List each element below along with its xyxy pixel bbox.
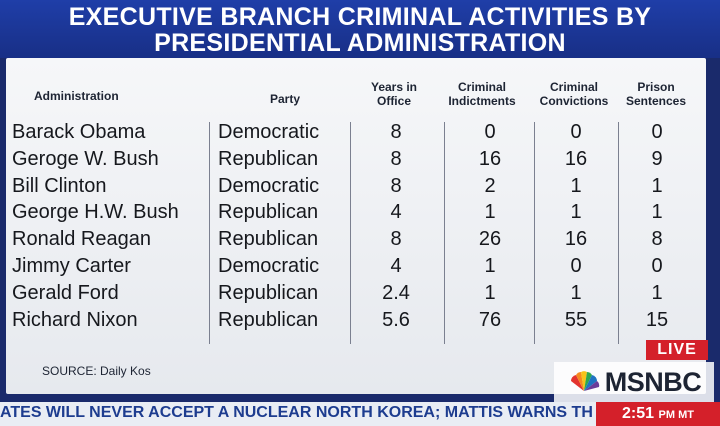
cell-party: Republican — [218, 228, 319, 251]
cell-convictions: 16 — [564, 147, 588, 170]
network-logo: LIVE MSNBC — [554, 340, 714, 402]
cell-convictions: 55 — [564, 308, 588, 331]
column-divider — [618, 122, 619, 344]
header-convictions: Criminal Convictions — [539, 80, 609, 108]
cell-administration: Ronald Reagan — [12, 228, 151, 251]
cell-convictions: 0 — [570, 255, 582, 277]
header-indictments: Criminal Indictments — [448, 80, 516, 108]
live-badge: LIVE — [646, 340, 708, 360]
ticker-clock: 2:51 PM MT — [596, 402, 720, 426]
network-name: MSNBC — [604, 366, 702, 397]
cell-party: Democratic — [218, 121, 320, 143]
cell-years: 5.6 — [382, 308, 410, 331]
column-divider — [350, 122, 351, 344]
cell-convictions: 0 — [570, 121, 582, 143]
news-ticker: ATES WILL NEVER ACCEPT A NUCLEAR NORTH K… — [0, 402, 720, 426]
cell-indictments: 1 — [484, 201, 496, 224]
cell-sentences: 1 — [651, 281, 663, 304]
column-divider — [534, 122, 535, 344]
cell-sentences: 0 — [651, 121, 663, 143]
cell-years: 4 — [390, 255, 402, 277]
cell-indictments: 2 — [484, 174, 496, 197]
column-divider — [444, 122, 445, 344]
cell-sentences: 1 — [651, 174, 663, 197]
cell-administration: Richard Nixon — [12, 308, 138, 331]
column-divider — [209, 122, 210, 344]
header-years: Years in Office — [370, 80, 418, 108]
cell-administration: Bill Clinton — [12, 174, 107, 197]
ticker-zone: PM MT — [658, 409, 694, 421]
cell-party: Republican — [218, 281, 319, 304]
cell-party: Republican — [218, 308, 319, 331]
cell-convictions: 1 — [570, 201, 582, 224]
cell-years: 4 — [390, 201, 402, 224]
cell-administration: Jimmy Carter — [12, 255, 131, 277]
cell-convictions: 16 — [564, 228, 588, 251]
cell-sentences: 0 — [651, 255, 663, 277]
msnbc-logo: MSNBC — [554, 362, 714, 402]
header-party: Party — [269, 92, 301, 106]
cell-administration: Barack Obama — [12, 121, 146, 143]
cell-party: Republican — [218, 201, 319, 224]
cell-sentences: 15 — [645, 308, 669, 331]
cell-convictions: 1 — [570, 174, 582, 197]
cell-indictments: 26 — [478, 228, 502, 251]
cell-party: Republican — [218, 147, 319, 170]
title-line-2: PRESIDENTIAL ADMINISTRATION — [154, 29, 566, 57]
cell-years: 8 — [390, 228, 402, 251]
cell-administration: Geroge W. Bush — [12, 147, 159, 170]
cell-sentences: 8 — [651, 228, 663, 251]
cell-years: 8 — [390, 121, 402, 143]
cell-sentences: 9 — [651, 147, 663, 170]
cell-years: 8 — [390, 174, 402, 197]
cell-convictions: 1 — [570, 281, 582, 304]
cell-indictments: 1 — [484, 281, 496, 304]
title-line-1: EXECUTIVE BRANCH CRIMINAL ACTIVITIES BY — [68, 3, 652, 31]
nbc-peacock-icon — [570, 371, 599, 391]
cell-years: 2.4 — [382, 281, 410, 304]
cell-party: Democratic — [218, 255, 320, 277]
cell-years: 8 — [390, 147, 402, 170]
ticker-time: 2:51 — [622, 405, 655, 422]
cell-party: Democratic — [218, 174, 320, 197]
title-banner: EXECUTIVE BRANCH CRIMINAL ACTIVITIES BY … — [0, 0, 720, 58]
cell-administration: Gerald Ford — [12, 281, 119, 304]
ticker-headline: ATES WILL NEVER ACCEPT A NUCLEAR NORTH K… — [0, 404, 593, 421]
data-table-panel: Administration Party Years in Office Cri… — [6, 58, 706, 394]
header-sentences: Prison Sentences — [625, 80, 687, 108]
cell-administration: George H.W. Bush — [12, 201, 179, 224]
header-administration: Administration — [34, 89, 119, 103]
cell-indictments: 0 — [484, 121, 496, 143]
source-note: SOURCE: Daily Kos — [42, 364, 151, 378]
cell-indictments: 16 — [478, 147, 502, 170]
cell-sentences: 1 — [651, 201, 663, 224]
cell-indictments: 76 — [478, 308, 502, 331]
cell-indictments: 1 — [484, 255, 496, 277]
